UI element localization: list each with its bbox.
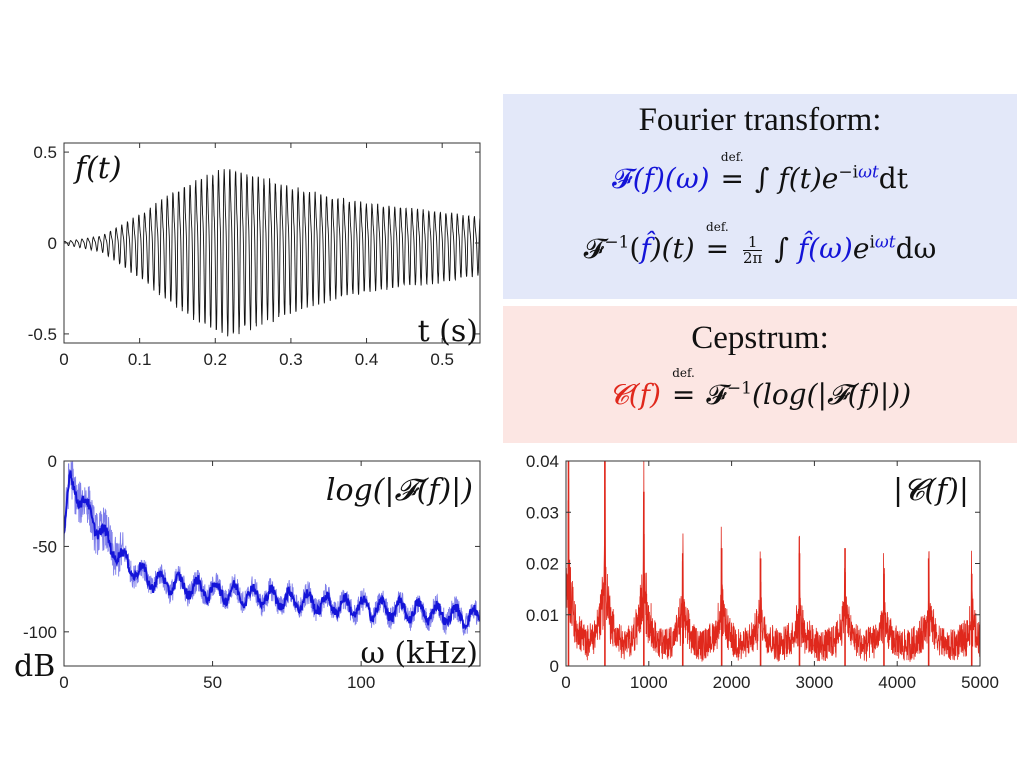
signal-xtick-label: 0.3: [279, 350, 303, 369]
cepstrum-xtick-label: 2000: [713, 673, 751, 692]
fourier-heading: Fourier transform:: [638, 102, 882, 138]
signal-xtick-label: 0.5: [430, 350, 454, 369]
fourier-exponent: −iωt: [838, 162, 879, 183]
cepstrum-ytick-label: 0.04: [526, 452, 559, 471]
spectrum-ytick-label: -50: [32, 537, 57, 556]
inverse-op: 𝓕: [583, 232, 605, 265]
spectrum-series-core: [64, 470, 480, 631]
cepstrum-ytick-label: 0.02: [526, 555, 559, 574]
cepstrum-lhs: 𝓒(f): [608, 378, 661, 411]
spectrum-ylabel: dB: [14, 649, 55, 684]
cepstrum-ytick-label: 0.01: [526, 606, 559, 625]
signal-ytick-label: 0: [48, 234, 57, 253]
cepstrum-inverse-op: 𝓕: [706, 378, 727, 411]
spectrum-axes-frame: [63, 460, 481, 667]
cepstrum-xtick-label: 4000: [878, 673, 916, 692]
def-equals: def. =: [705, 220, 730, 265]
cepstrum-formula: 𝓒(f) def. = 𝓕−1(log(|𝓕(f)|)): [503, 366, 1017, 412]
cepstrum-exponent: −1: [726, 378, 752, 399]
def-equals: def. =: [671, 366, 696, 411]
inverse-differential: dω: [895, 232, 937, 265]
fourier-op: 𝓕(f)(ω): [612, 162, 710, 195]
cepstrum-heading: Cepstrum:: [691, 320, 829, 356]
signal-xlabel: t (s): [418, 314, 478, 349]
cepstrum-rhs: (log(|𝓕(f)|)): [751, 378, 912, 411]
def-equals: def. =: [720, 150, 744, 195]
cepstrum-series-line: [566, 461, 980, 662]
fourier-box: Fourier transform: 𝓕(f)(ω) def. = ∫ f(t)e…: [503, 94, 1017, 299]
cepstrum-xtick-label: 5000: [961, 673, 999, 692]
spectrum-xtick-label: 100: [347, 673, 375, 692]
fourier-formula: 𝓕(f)(ω) def. = ∫ f(t)e−iωtdt: [503, 150, 1017, 196]
spectrum-chart: 0 50 100 0 -50 -100 log(|𝓕(f)|) ω (kHz) dB: [14, 452, 481, 692]
cepstrum-ytick-label: 0: [550, 657, 559, 676]
inverse-exponent: −1: [604, 232, 630, 253]
spectrum-xtick-label: 0: [59, 673, 68, 692]
inverse-fourier-formula: 𝓕−1(f̂)(t) def. = 1 2π ∫ f̂(ω)eiωtdω: [503, 220, 1017, 267]
fhat-omega: f̂(ω): [797, 232, 853, 265]
fraction: 1 2π: [743, 233, 763, 267]
spectrum-ytick-label: -100: [23, 623, 57, 642]
signal-xtick-label: 0.4: [355, 350, 379, 369]
inverse-close: )(t): [650, 232, 695, 265]
cepstrum-box: Cepstrum: 𝓒(f) def. = 𝓕−1(log(|𝓕(f)|)): [503, 306, 1017, 443]
spectrum-xtick-label: 50: [203, 673, 222, 692]
signal-xtick-label: 0: [59, 350, 68, 369]
signal-chart: 0 0.1 0.2 0.3 0.4 0.50.50-0.5f(t)t (s): [28, 142, 481, 369]
cepstrum-xtick-label: 1000: [630, 673, 668, 692]
signal-xtick-label: 0.1: [128, 350, 152, 369]
signal-ytick-label: 0.5: [33, 143, 57, 162]
spectrum-label: log(|𝓕(f)|): [326, 473, 473, 508]
spectrum-ytick-label: 0: [48, 452, 57, 471]
spectrum-xlabel: ω (kHz): [360, 636, 478, 671]
fourier-differential: dt: [878, 162, 908, 195]
signal-label: f(t): [73, 151, 122, 186]
inverse-arg: f̂: [640, 232, 651, 265]
signal-series-line: [64, 169, 480, 337]
signal-ytick-label: -0.5: [28, 325, 57, 344]
inverse-open: (: [629, 232, 641, 265]
cepstrum-label: |𝓒(f)|: [893, 473, 969, 508]
fourier-integrand: ∫ f(t)e: [754, 162, 839, 195]
cepstrum-ytick-label: 0.03: [526, 503, 559, 522]
integral: ∫: [774, 232, 789, 265]
exp-base: e: [852, 232, 870, 265]
cepstrum-xtick-label: 0: [561, 673, 570, 692]
signal-xtick-label: 0.2: [203, 350, 227, 369]
inverse-exp: iωt: [869, 232, 896, 253]
cepstrum-chart: 0 1000 2000 3000 4000 5000 0.04 0.03 0.02 0.01 0 |𝓒…: [526, 452, 999, 692]
cepstrum-xtick-label: 3000: [795, 673, 833, 692]
